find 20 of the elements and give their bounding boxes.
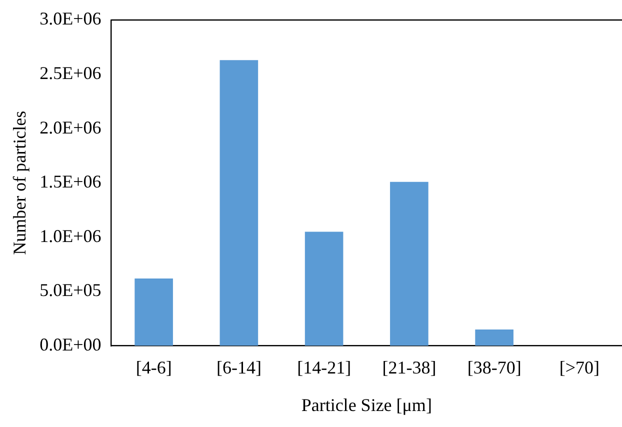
x-tick-label: [14-21] <box>297 357 352 378</box>
x-tick-label: [4-6] <box>136 357 172 378</box>
y-axis-title: Number of particles <box>10 110 30 255</box>
bar <box>220 60 258 346</box>
bar <box>475 330 514 346</box>
y-tick-label: 1.5E+06 <box>40 172 102 192</box>
x-axis-title: Particle Size [μm] <box>301 394 432 415</box>
y-tick-label: 2.0E+06 <box>40 117 102 138</box>
x-tick-label: [>70] <box>559 357 600 378</box>
bar <box>390 182 428 346</box>
y-tick-label: 2.5E+06 <box>40 63 102 84</box>
y-tick-label: 5.0E+05 <box>40 280 102 300</box>
x-tick-label: [38-70] <box>467 357 522 378</box>
bar <box>134 278 173 346</box>
bar <box>304 232 344 346</box>
y-tick-label: 3.0E+06 <box>40 8 102 29</box>
x-tick-label: [21-38] <box>382 357 436 378</box>
x-tick-label: [6-14] <box>216 357 262 378</box>
y-tick-label: 1.0E+06 <box>40 226 102 246</box>
y-tick-label: 0.0E+00 <box>40 334 102 355</box>
